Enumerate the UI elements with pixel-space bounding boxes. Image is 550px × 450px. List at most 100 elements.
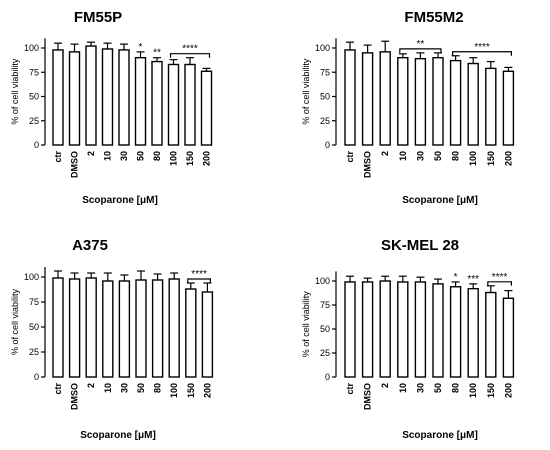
x-tick-label: 150 bbox=[185, 151, 195, 166]
bar bbox=[344, 49, 356, 146]
bar bbox=[68, 51, 81, 146]
significance-bracket bbox=[452, 51, 512, 56]
chart-title: FM55M2 bbox=[404, 9, 463, 26]
significance-marker: * bbox=[454, 272, 458, 283]
x-tick-label: 200 bbox=[503, 383, 513, 398]
x-tick-label: 100 bbox=[468, 383, 478, 398]
significance-bracket-label: **** bbox=[492, 272, 508, 283]
bar bbox=[52, 277, 64, 378]
x-tick-label: 200 bbox=[202, 383, 212, 398]
bar bbox=[397, 281, 409, 378]
bar bbox=[467, 287, 479, 378]
x-tick-label: 10 bbox=[398, 151, 408, 161]
significance-bracket-label: **** bbox=[182, 44, 198, 55]
bar bbox=[151, 60, 163, 146]
x-tick-label: 10 bbox=[103, 383, 113, 393]
bar bbox=[432, 283, 444, 378]
bar bbox=[68, 278, 81, 378]
chart-title: A375 bbox=[72, 237, 108, 254]
bar bbox=[200, 70, 213, 146]
x-tick-label: ctr bbox=[345, 151, 355, 163]
x-tick-label: 2 bbox=[86, 383, 96, 388]
x-tick-label: 200 bbox=[202, 151, 212, 166]
bar bbox=[135, 279, 147, 378]
bar bbox=[168, 278, 180, 378]
x-tick-label: DMSO bbox=[363, 151, 373, 178]
x-tick-label: 80 bbox=[451, 383, 461, 393]
x-tick-label: 10 bbox=[398, 383, 408, 393]
y-axis-label: % of cell viability bbox=[301, 58, 311, 125]
y-axis-label: % of cell viability bbox=[301, 291, 311, 358]
x-tick-label: 150 bbox=[486, 151, 496, 166]
x-tick-label: 2 bbox=[380, 383, 390, 388]
x-tick-label: 200 bbox=[503, 151, 513, 166]
chart-panel: SK-MEL 28 0 25 50 75 100 % of cell viability ct… bbox=[301, 237, 515, 441]
y-tick-label: 50 bbox=[29, 92, 39, 102]
bar bbox=[101, 48, 114, 146]
significance-bracket bbox=[187, 278, 211, 283]
y-tick-label: 25 bbox=[320, 116, 330, 126]
bar bbox=[151, 279, 164, 378]
significance-marker: * bbox=[139, 42, 143, 53]
bar bbox=[414, 57, 427, 146]
x-tick-label: DMSO bbox=[70, 383, 80, 410]
y-tick-label: 75 bbox=[320, 67, 330, 77]
significance-marker: *** bbox=[467, 274, 479, 285]
bar bbox=[502, 297, 515, 378]
x-tick-label: DMSO bbox=[363, 383, 373, 410]
y-tick-label: 0 bbox=[325, 140, 330, 150]
x-tick-label: DMSO bbox=[70, 151, 80, 178]
significance-marker: ** bbox=[153, 48, 161, 59]
y-tick-label: 25 bbox=[29, 116, 39, 126]
y-tick-label: 75 bbox=[29, 297, 39, 307]
x-axis-label: Scoparone [μM] bbox=[402, 430, 478, 441]
y-tick-label: 75 bbox=[29, 67, 39, 77]
y-tick-label: 0 bbox=[34, 140, 39, 150]
x-axis-label: Scoparone [μM] bbox=[82, 195, 158, 206]
bar bbox=[85, 277, 97, 378]
y-axis-label: % of cell viability bbox=[10, 58, 20, 125]
y-tick-label: 100 bbox=[24, 272, 39, 282]
significance-bracket bbox=[399, 48, 442, 53]
y-tick-label: 25 bbox=[29, 347, 39, 357]
bar bbox=[102, 280, 114, 378]
x-tick-label: ctr bbox=[53, 151, 63, 163]
x-tick-label: 30 bbox=[415, 383, 425, 393]
bar bbox=[361, 52, 374, 146]
y-tick-label: 50 bbox=[320, 324, 330, 334]
significance-bracket-label: **** bbox=[191, 269, 207, 280]
bar bbox=[414, 281, 427, 378]
x-tick-label: 80 bbox=[451, 151, 461, 161]
x-tick-label: 30 bbox=[119, 383, 129, 393]
x-tick-label: 30 bbox=[415, 151, 425, 161]
chart-title: FM55P bbox=[74, 9, 122, 26]
x-tick-label: 150 bbox=[486, 383, 496, 398]
y-tick-label: 100 bbox=[315, 276, 330, 286]
bar bbox=[167, 63, 180, 146]
x-tick-label: 2 bbox=[380, 151, 390, 156]
bar bbox=[379, 280, 391, 378]
x-axis-label: Scoparone [μM] bbox=[80, 430, 156, 441]
chart-panel: A375 0 25 50 75 100 % of cell viability ctr DMSO… bbox=[10, 237, 214, 441]
bar bbox=[85, 45, 97, 146]
bar bbox=[52, 49, 64, 146]
bar bbox=[118, 280, 131, 378]
x-tick-label: 80 bbox=[153, 383, 163, 393]
bar bbox=[467, 62, 479, 146]
bar bbox=[184, 63, 196, 146]
bar bbox=[397, 57, 409, 146]
y-tick-label: 50 bbox=[320, 92, 330, 102]
x-tick-label: 50 bbox=[433, 151, 443, 161]
significance-bracket-label: **** bbox=[474, 42, 490, 53]
x-tick-label: 10 bbox=[103, 151, 113, 161]
significance-bracket bbox=[169, 53, 211, 58]
chart-panel: FM55M2 0 25 50 75 100 % of cell viability ctr DM… bbox=[301, 9, 515, 206]
significance-bracket bbox=[487, 281, 512, 286]
bar bbox=[485, 67, 497, 146]
bar bbox=[432, 57, 444, 146]
y-tick-label: 100 bbox=[24, 43, 39, 53]
x-axis-label: Scoparone [μM] bbox=[402, 195, 478, 206]
bar bbox=[361, 281, 374, 378]
